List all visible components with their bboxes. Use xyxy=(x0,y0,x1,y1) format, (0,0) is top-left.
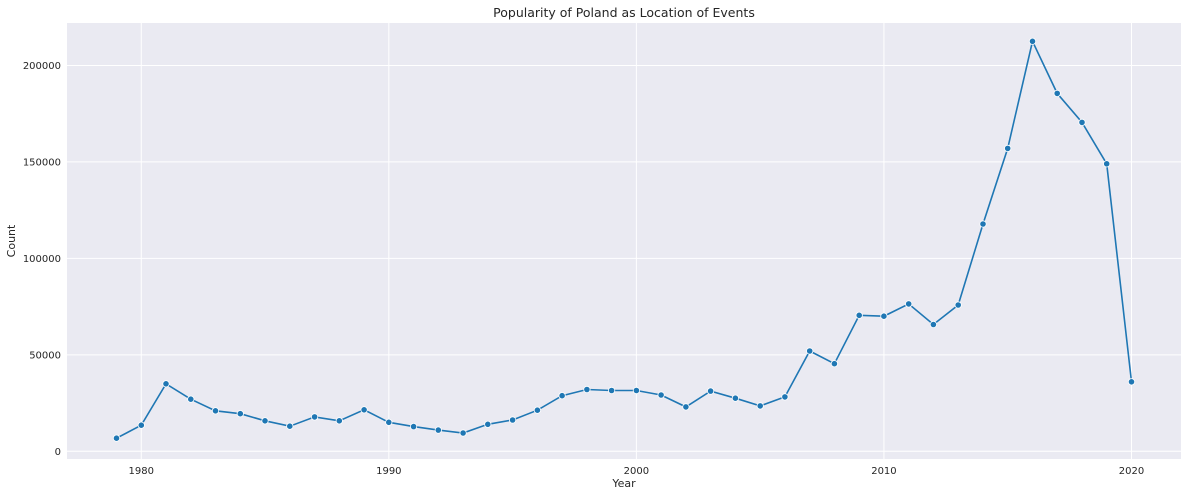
data-point xyxy=(657,391,665,399)
data-point xyxy=(830,360,839,368)
y-tick-label: 150000 xyxy=(23,157,61,168)
x-tick-label: 2010 xyxy=(871,466,896,477)
data-point xyxy=(385,418,393,426)
data-point xyxy=(236,410,244,418)
data-point xyxy=(261,417,269,425)
data-point xyxy=(1127,378,1136,386)
data-point xyxy=(855,311,863,319)
data-point xyxy=(211,407,220,415)
data-point xyxy=(954,301,962,309)
data-point xyxy=(1053,89,1061,98)
data-point xyxy=(508,416,517,424)
data-point xyxy=(806,347,814,355)
x-tick-label: 2020 xyxy=(1119,466,1144,477)
data-point xyxy=(781,393,789,401)
data-point xyxy=(187,395,195,403)
grid-lines xyxy=(67,23,1181,459)
data-point xyxy=(583,385,591,394)
data-point xyxy=(310,413,319,421)
data-point xyxy=(706,387,715,395)
data-point xyxy=(434,426,442,434)
y-tick-label: 200000 xyxy=(23,61,61,72)
data-point xyxy=(1078,118,1086,127)
y-tick-label: 0 xyxy=(55,447,61,458)
y-tick-label: 100000 xyxy=(23,254,61,265)
data-point xyxy=(137,421,145,429)
chart-title: Popularity of Poland as Location of Even… xyxy=(493,5,755,20)
data-point xyxy=(756,402,764,410)
data-point xyxy=(731,394,740,402)
data-point xyxy=(335,417,343,425)
data-point xyxy=(558,392,566,400)
data-point xyxy=(929,320,938,329)
data-point xyxy=(1004,144,1012,152)
data-point xyxy=(360,406,368,414)
data-point xyxy=(880,312,888,320)
data-point xyxy=(607,386,616,395)
y-tick-label: 50000 xyxy=(29,350,61,361)
data-point xyxy=(409,422,418,431)
data-point xyxy=(682,403,690,411)
x-tick-label: 1990 xyxy=(376,466,401,477)
data-point xyxy=(459,429,467,437)
data-point xyxy=(484,420,492,428)
series-line xyxy=(116,38,1133,439)
tick-labels: 1980 1990 2000 2010 2020 0 50000 100000 150000 20… xyxy=(23,61,1144,477)
data-point xyxy=(162,380,170,388)
data-point xyxy=(1028,37,1037,45)
y-axis-title: Count xyxy=(5,224,18,257)
data-point xyxy=(1103,160,1111,168)
data-point xyxy=(632,386,641,395)
plot-background xyxy=(67,23,1181,459)
x-axis-title: Year xyxy=(611,477,636,490)
data-point xyxy=(905,300,913,308)
x-tick-label: 1980 xyxy=(129,466,154,477)
series-markers xyxy=(112,37,1136,442)
data-point xyxy=(533,406,542,414)
data-point xyxy=(979,220,987,228)
x-tick-label: 2000 xyxy=(624,466,649,477)
data-point xyxy=(286,422,294,430)
data-point xyxy=(112,434,121,442)
